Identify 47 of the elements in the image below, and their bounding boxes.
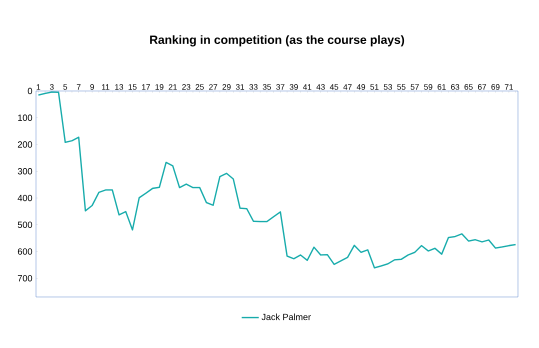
x-tick-label: 61 xyxy=(438,84,446,90)
y-tick-label: 300 xyxy=(18,168,32,174)
y-tick-label: 700 xyxy=(18,275,32,282)
x-tick-label: 13 xyxy=(115,84,124,90)
legend-label: Jack Palmer xyxy=(262,314,311,320)
y-tick-label: 0 xyxy=(28,88,32,94)
x-tick-label: 27 xyxy=(209,84,218,90)
x-tick-label: 25 xyxy=(196,84,204,90)
x-tick-label: 67 xyxy=(478,84,486,90)
chart-title: Ranking in competition (as the course plays) xyxy=(150,35,404,46)
x-tick-label: 7 xyxy=(76,84,81,90)
x-tick-label: 47 xyxy=(343,84,352,90)
x-tick-label: 57 xyxy=(410,84,419,90)
x-tick-label: 19 xyxy=(156,84,164,90)
y-tick-label: 100 xyxy=(18,114,32,121)
x-tick-label: 9 xyxy=(90,84,94,90)
y-tick-label: 200 xyxy=(18,141,32,148)
x-tick-label: 43 xyxy=(316,84,325,90)
x-tick-label: 29 xyxy=(222,84,231,90)
x-tick-label: 5 xyxy=(63,84,68,90)
x-tick-label: 71 xyxy=(504,84,513,90)
x-tick-label: 11 xyxy=(102,84,110,90)
y-tick-label: 600 xyxy=(18,248,32,255)
x-tick-label: 59 xyxy=(424,84,432,90)
x-tick-label: 69 xyxy=(491,84,500,90)
x-tick-label: 41 xyxy=(302,84,312,90)
x-tick-label: 33 xyxy=(249,84,258,90)
x-tick-label: 55 xyxy=(397,84,406,90)
x-tick-label: 23 xyxy=(182,84,190,90)
x-tick-label: 1 xyxy=(36,84,40,90)
x-tick-label: 45 xyxy=(330,84,338,90)
x-tick-label: 3 xyxy=(50,84,54,90)
y-tick-label: 400 xyxy=(18,194,32,202)
x-tick-label: 21 xyxy=(168,84,177,90)
x-tick-label: 35 xyxy=(262,84,272,90)
x-tick-label: 51 xyxy=(370,84,379,90)
x-tick-label: 53 xyxy=(384,84,392,90)
x-tick-label: 37 xyxy=(276,84,284,90)
x-tick-label: 39 xyxy=(290,84,298,90)
x-tick-label: 31 xyxy=(236,84,244,90)
line-series xyxy=(38,91,516,269)
x-tick-label: 63 xyxy=(451,84,460,90)
x-tick-label: 15 xyxy=(128,84,137,90)
x-tick-label: 17 xyxy=(142,84,150,90)
y-tick-label: 500 xyxy=(18,222,32,228)
x-tick-label: 49 xyxy=(356,84,366,90)
x-tick-label: 65 xyxy=(464,84,473,90)
